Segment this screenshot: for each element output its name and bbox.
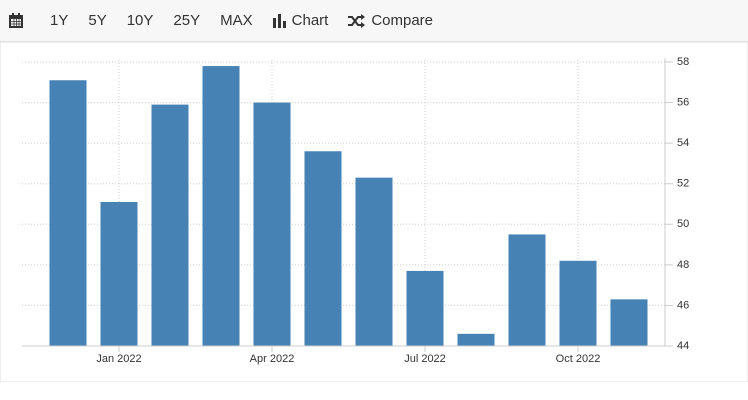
bar: [508, 234, 546, 346]
y-tick-label: 52: [677, 178, 689, 190]
x-tick-label: Jan 2022: [96, 353, 141, 365]
compare-icon: [348, 13, 366, 28]
range-button[interactable]: 5Y: [88, 12, 107, 29]
x-tick-label: Jul 2022: [404, 353, 446, 365]
bar: [559, 260, 597, 346]
toolbar: 1Y 5Y 10Y 25Y MAX Chart Compare: [0, 0, 748, 42]
y-tick-label: 56: [677, 96, 689, 108]
chart: 44 46 48 50 52 54 56 58 Jan 2022 Apr 2022 Jul 2022…: [0, 42, 748, 382]
y-tick-label: 44: [677, 340, 689, 352]
bar: [100, 201, 138, 346]
bar: [304, 151, 342, 346]
calendar-icon: [9, 13, 23, 28]
y-tick-label: 46: [677, 299, 689, 311]
bar: [355, 177, 393, 346]
y-tick-label: 54: [677, 137, 689, 149]
chart-label: Chart: [291, 12, 329, 29]
compare-label: Compare: [371, 12, 434, 29]
y-tick-label: 50: [677, 218, 689, 230]
bar: [406, 270, 444, 346]
range-button[interactable]: MAX: [220, 12, 253, 29]
calendar-button[interactable]: [9, 13, 28, 28]
x-tick-label: Apr 2022: [250, 353, 295, 365]
bar: [253, 102, 291, 346]
y-tick-label: 48: [677, 259, 689, 271]
bar: [49, 80, 87, 346]
chart-button[interactable]: Chart: [272, 12, 329, 29]
x-tick-label: Oct 2022: [556, 353, 601, 365]
bar: [610, 299, 648, 346]
range-button[interactable]: 25Y: [173, 12, 201, 29]
y-tick-label: 58: [677, 56, 689, 68]
range-button[interactable]: 1Y: [50, 12, 69, 29]
bar: [202, 66, 240, 347]
bar: [457, 333, 495, 346]
range-group: 1Y 5Y 10Y 25Y MAX: [50, 12, 273, 29]
range-button[interactable]: 10Y: [126, 12, 154, 29]
bar: [151, 104, 189, 346]
compare-button[interactable]: Compare: [348, 12, 433, 29]
chart-icon: [272, 13, 286, 28]
